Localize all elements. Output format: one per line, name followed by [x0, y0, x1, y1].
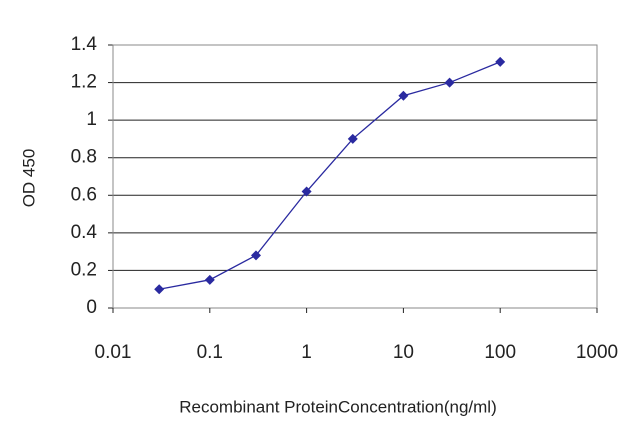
plot-frame [112, 44, 598, 309]
data-point [301, 186, 312, 197]
y-tick-label: 0.6 [71, 184, 97, 205]
data-point [444, 77, 455, 88]
y-tick-label: 0 [86, 297, 97, 318]
x-tick-label: 0.1 [197, 342, 223, 363]
data-point [495, 56, 506, 67]
x-tick-label: 1000 [576, 342, 618, 363]
x-tick-label: 1 [301, 342, 312, 363]
data-line [159, 61, 501, 290]
y-axis-label: OD 450 [19, 149, 38, 208]
y-tick-label: 0.4 [71, 222, 98, 243]
x-tick-label: 100 [484, 342, 516, 363]
data-point [398, 90, 409, 101]
x-axis-label: Recombinant ProteinConcentration(ng/ml) [179, 397, 497, 416]
y-tick-label: 1.4 [71, 34, 98, 55]
x-tick-label: 0.01 [95, 342, 132, 363]
y-tick-label: 1 [86, 109, 97, 130]
y-tick-label: 0.2 [71, 259, 97, 280]
x-tick-label: 10 [393, 342, 414, 363]
y-tick-label: 0.8 [71, 147, 97, 168]
data-point [250, 250, 261, 261]
y-tick-label: 1.2 [71, 72, 97, 93]
data-point [204, 274, 215, 285]
data-point [154, 284, 165, 295]
data-point [347, 133, 358, 144]
